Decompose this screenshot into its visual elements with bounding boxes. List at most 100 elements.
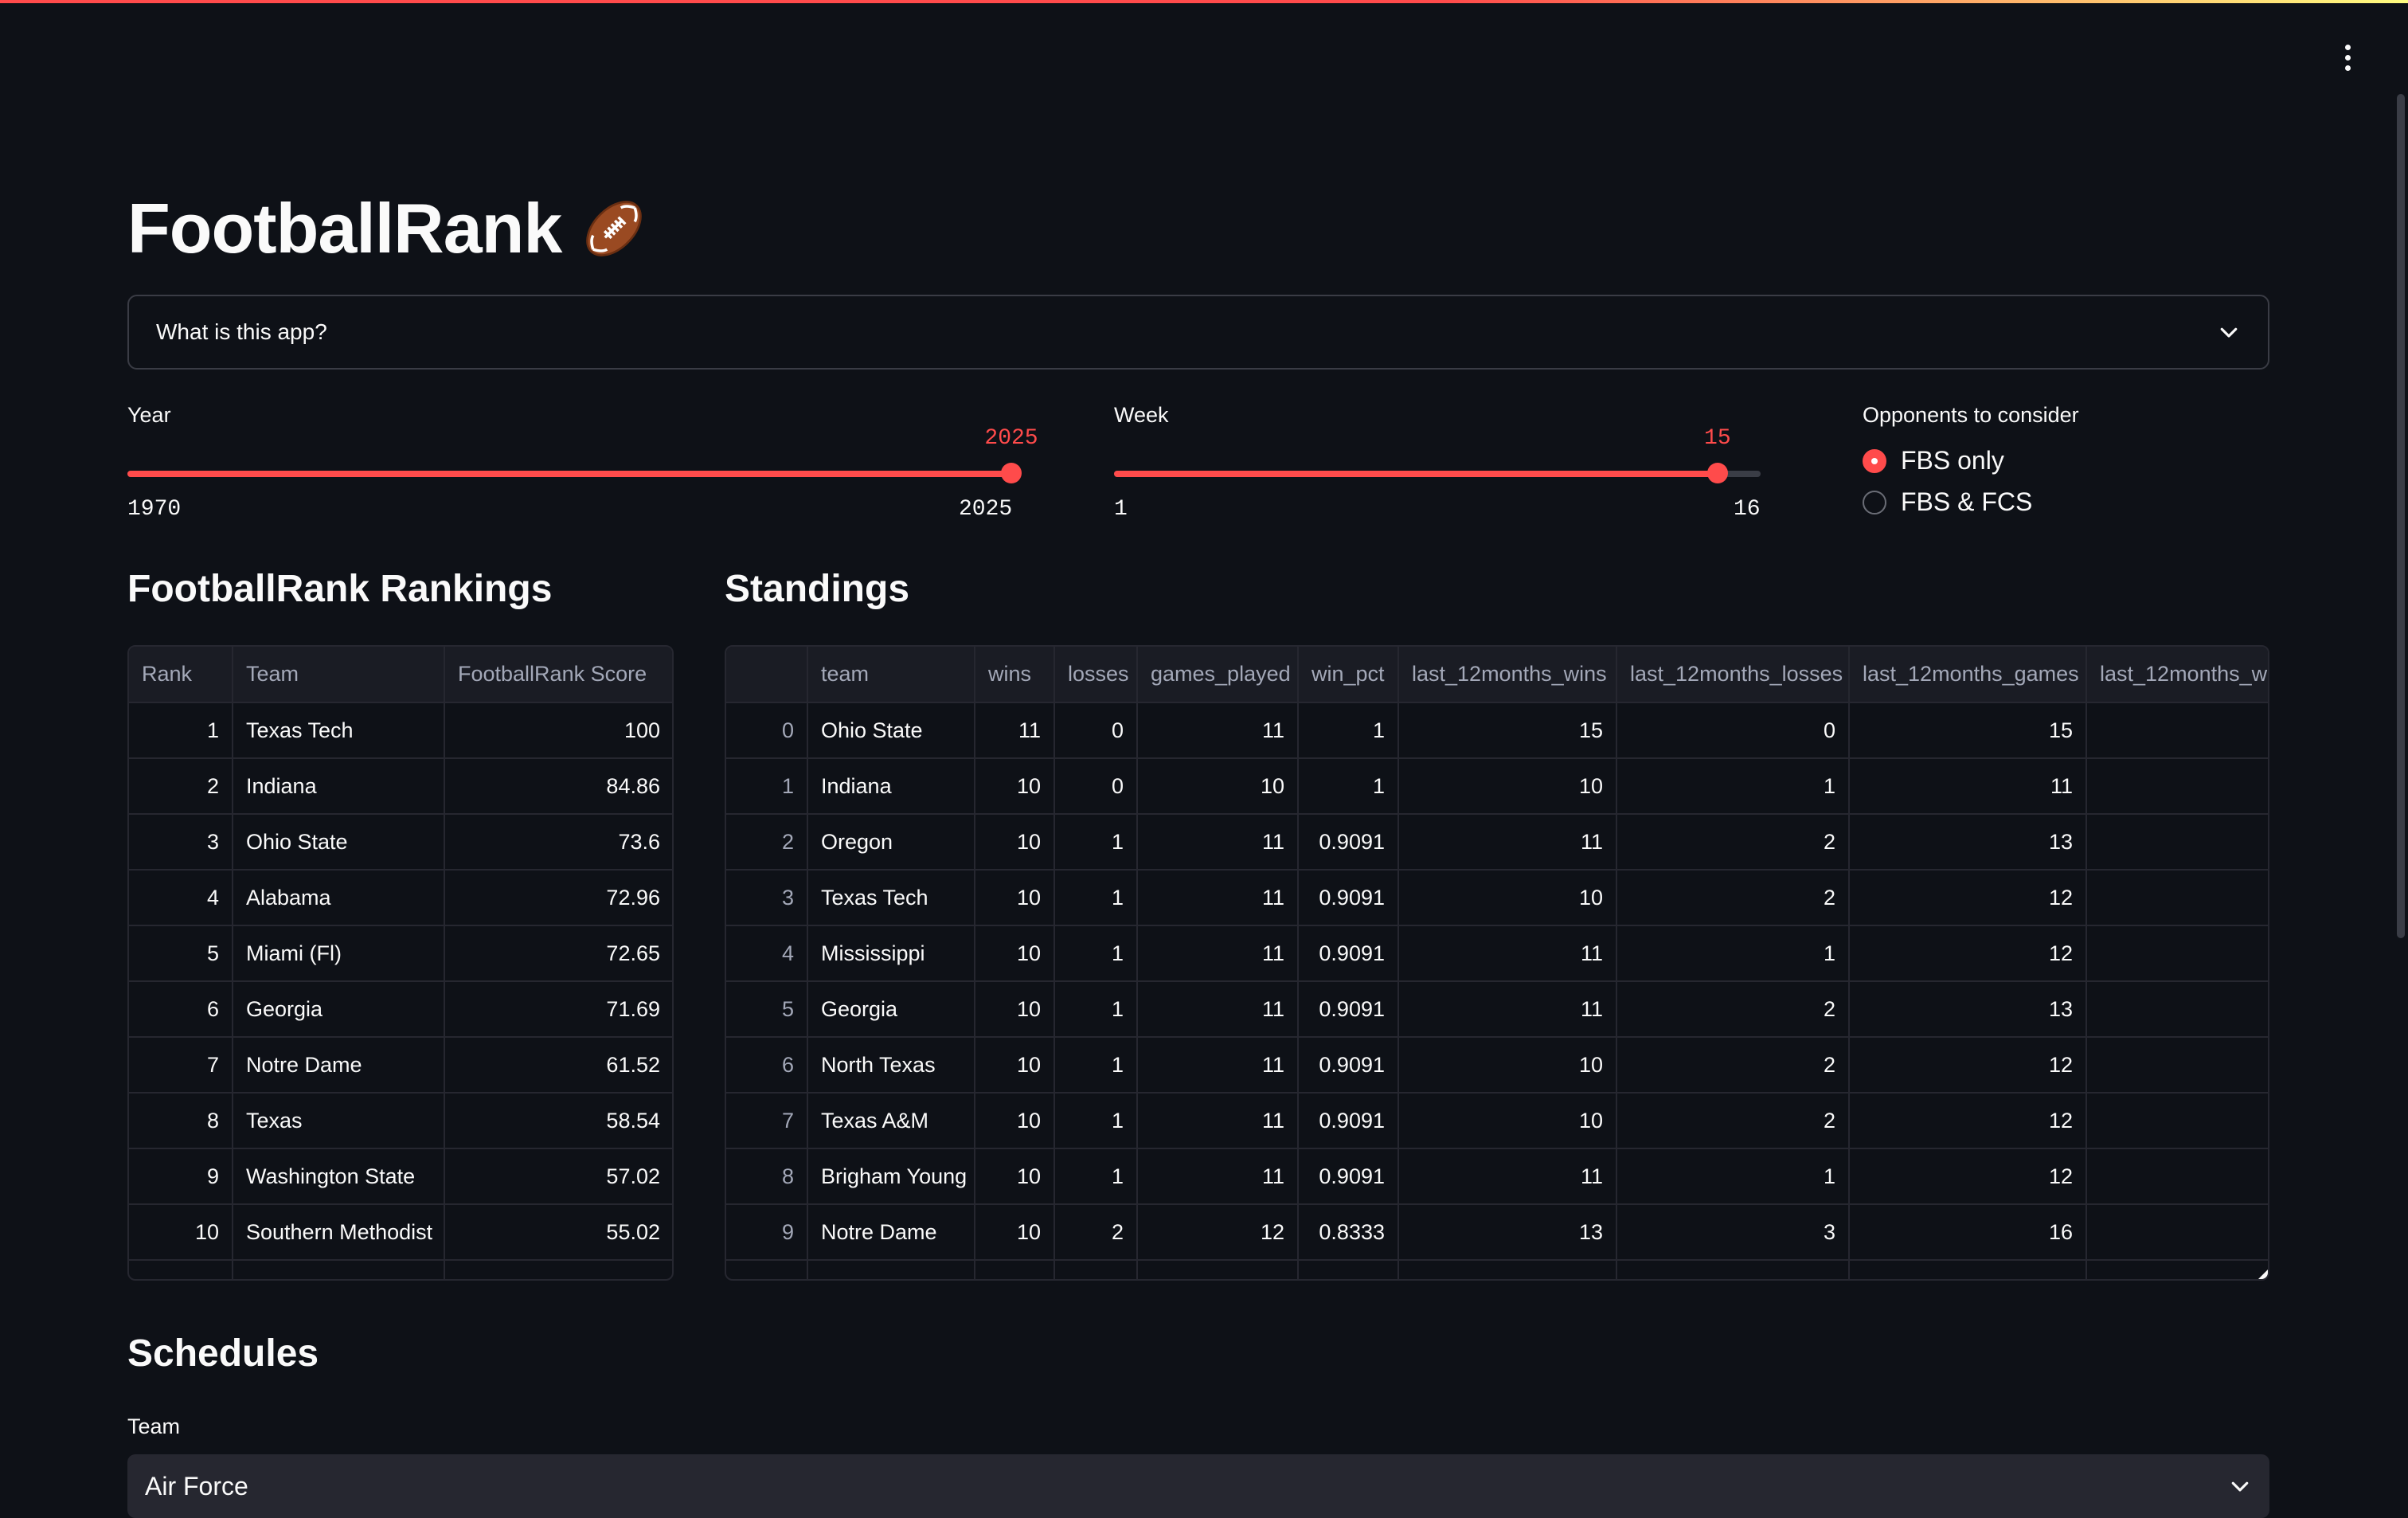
standings-table[interactable]: team wins losses games_played win_pct last_12… (725, 645, 2269, 1281)
table-row[interactable]: 1Indiana100101101110 (726, 758, 2268, 815)
about-expander[interactable]: What is this app? (127, 295, 2269, 370)
column-header[interactable]: team (807, 647, 975, 703)
table-cell: 3 (129, 814, 233, 871)
table-cell: 72.65 (444, 925, 672, 982)
table-cell: 11 (1137, 925, 1299, 982)
week-slider[interactable]: 15 (1114, 426, 1761, 483)
column-header[interactable]: Team (233, 647, 445, 703)
table-cell: 10 (975, 1148, 1055, 1205)
row-index: 5 (726, 981, 808, 1038)
week-slider-value: 15 (1704, 426, 1731, 451)
table-row[interactable]: 9 Washington State 57.02 (129, 1148, 672, 1205)
year-slider[interactable]: 2025 (127, 426, 1038, 483)
table-cell: 0 (1616, 702, 1850, 759)
table-row[interactable]: 2 Indiana 84.86 (129, 758, 672, 815)
index-header[interactable] (726, 647, 808, 703)
main-menu-button[interactable] (2333, 40, 2362, 75)
table-cell: 0 (2086, 925, 2268, 982)
table-row[interactable]: 10 Southern Methodist 55.02 (129, 1204, 672, 1261)
table-cell: Ohio State (807, 702, 975, 759)
page-scrollbar[interactable] (2397, 94, 2405, 938)
table-resize-handle[interactable] (2258, 1270, 2268, 1279)
column-header[interactable]: last_12months_losses (1616, 647, 1850, 703)
table-cell: Georgia (233, 981, 445, 1038)
radio-unchecked-icon (1863, 490, 1886, 514)
week-slider-thumb[interactable] (1706, 463, 1728, 483)
table-cell: 8 (129, 1093, 233, 1149)
table-cell: 10 (1398, 1037, 1617, 1094)
table-row[interactable]: 7 Notre Dame 61.52 (129, 1037, 672, 1094)
table-cell: 1 (1054, 1037, 1138, 1094)
table-cell: 11 (1137, 702, 1299, 759)
table-cell: Alabama (233, 870, 445, 926)
table-row[interactable]: 8 Texas 58.54 (129, 1093, 672, 1149)
table-cell: 7 (129, 1037, 233, 1094)
table-row[interactable]: 1 Texas Tech 100 (129, 702, 672, 759)
table-cell: 4 (129, 870, 233, 926)
radio-fbs-only[interactable]: FBS only (1863, 446, 2004, 475)
team-select[interactable]: Air Force (127, 1454, 2269, 1518)
table-cell: Brigham Young (807, 1148, 975, 1205)
table-row[interactable]: 4 Alabama 72.96 (129, 870, 672, 926)
table-cell: Tulane (807, 1260, 975, 1279)
table-cell: 11 (1137, 1037, 1299, 1094)
table-cell: South Florida (233, 1260, 445, 1279)
table-cell: 1 (129, 702, 233, 759)
table-cell: 0 (1054, 702, 1138, 759)
column-header[interactable]: last_12months_wins (1398, 647, 1617, 703)
table-cell: 10 (1398, 1093, 1617, 1149)
table-cell: 0.9091 (1298, 925, 1399, 982)
table-cell (1398, 1260, 1617, 1279)
table-cell: 0 (2086, 981, 2268, 1038)
radio-fbs-fcs[interactable]: FBS & FCS (1863, 487, 2032, 517)
table-cell: 1 (1054, 814, 1138, 871)
table-row[interactable]: 6 Georgia 71.69 (129, 981, 672, 1038)
week-min-label: 1 (1114, 497, 1128, 522)
column-header[interactable]: last_12months_games (1849, 647, 2087, 703)
radio-checked-icon (1863, 448, 1886, 473)
table-cell: 1 (1298, 702, 1399, 759)
column-header[interactable]: wins (975, 647, 1055, 703)
year-slider-fill (127, 471, 1011, 477)
table-cell: 72.96 (444, 870, 672, 926)
column-header[interactable]: FootballRank Score (444, 647, 672, 703)
table-cell: 6 (129, 981, 233, 1038)
table-cell: 0.9091 (1298, 1093, 1399, 1149)
team-select-value: Air Force (145, 1471, 248, 1500)
table-cell: 11 (1137, 870, 1299, 926)
rankings-table[interactable]: Rank Team FootballRank Score 1 Texas Tech 10… (127, 645, 674, 1281)
column-header[interactable]: losses (1054, 647, 1138, 703)
table-cell: Oregon (807, 814, 975, 871)
table-row[interactable]: 5 Miami (Fl) 72.65 (129, 925, 672, 982)
year-slider-thumb[interactable] (1001, 463, 1022, 483)
table-row[interactable]: 11South Florida54.9 (129, 1260, 672, 1279)
table-cell (2086, 702, 2268, 759)
table-row[interactable]: 3 Ohio State 73.6 (129, 814, 672, 871)
table-row[interactable]: 0 Ohio State 11 0 11 1 15 0 15 (726, 702, 2268, 759)
table-row[interactable]: 10Tulane (726, 1260, 2268, 1279)
column-header[interactable]: Rank (129, 647, 233, 703)
table-cell: 0 (1054, 758, 1138, 815)
row-index: 4 (726, 925, 808, 982)
column-header[interactable]: games_played (1137, 647, 1299, 703)
column-header[interactable]: last_12months_wi (2086, 647, 2268, 703)
table-cell: 73.6 (444, 814, 672, 871)
table-cell: 1 (1054, 870, 1138, 926)
table-cell: 0.9091 (1298, 981, 1399, 1038)
table-cell: 13 (1398, 1204, 1617, 1261)
table-cell: Texas (233, 1093, 445, 1149)
table-cell: Texas A&M (807, 1093, 975, 1149)
radio-option-label: FBS only (1901, 446, 2004, 475)
table-cell: 13 (1849, 814, 2087, 871)
table-cell: 11 (129, 1260, 233, 1279)
table-cell: 58.54 (444, 1093, 672, 1149)
column-header[interactable]: win_pct (1298, 647, 1399, 703)
